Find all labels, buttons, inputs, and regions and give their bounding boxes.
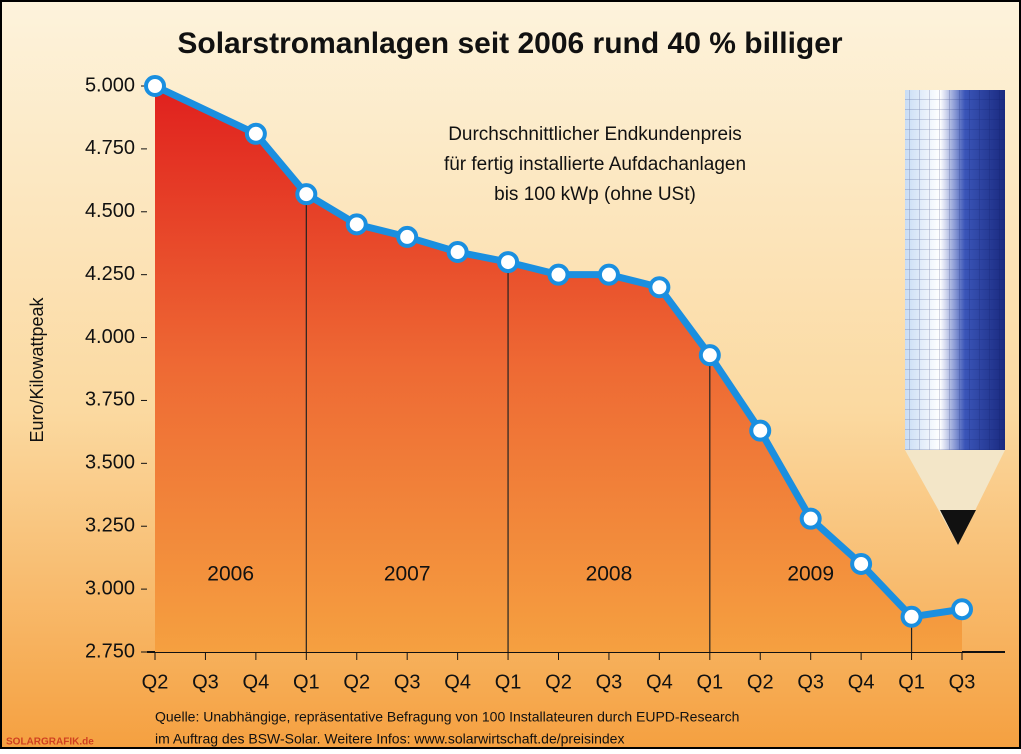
x-tick-label: Q2 — [343, 671, 370, 693]
point — [951, 598, 973, 621]
source: Quelle: Unabhängige, repräsentative Befr… — [155, 709, 739, 725]
y-axis-label: Euro/Kilowattpeak — [27, 296, 47, 442]
point — [295, 183, 318, 206]
point — [749, 419, 772, 442]
x-tick-label: Q3 — [192, 671, 219, 693]
x-tick-label: Q1 — [495, 671, 522, 693]
x-tick-label: Q2 — [142, 671, 169, 693]
credit: SOLARGRAFIK.de — [6, 737, 94, 748]
point — [900, 605, 923, 628]
y-tick-label: 3.750 — [85, 389, 135, 411]
x-tick-label: Q1 — [696, 671, 723, 693]
x-tick-label: Q3 — [596, 671, 623, 693]
x-tick-label: Q3 — [797, 671, 824, 693]
point — [648, 276, 671, 299]
y-tick-label: 3.000 — [85, 577, 135, 599]
line — [153, 82, 963, 621]
x-tick-label: Q2 — [545, 671, 572, 693]
x-tick-label: Q4 — [646, 671, 673, 693]
y-tick-label: 3.500 — [85, 452, 135, 474]
point — [144, 75, 166, 97]
y-tick-label: 4.750 — [85, 137, 135, 159]
year-label: 2006 — [207, 563, 254, 586]
point — [244, 122, 267, 145]
year-label: 2008 — [586, 563, 633, 586]
point — [345, 213, 368, 236]
y-tick-label: 2.750 — [85, 640, 135, 662]
y-tick-label: 4.000 — [85, 326, 135, 348]
x-tick-label: Q3 — [949, 671, 976, 693]
x-tick-label: Q4 — [243, 671, 270, 693]
annotation: Durchschnittlicher Endkundenpreis — [448, 124, 742, 145]
year-label: 2009 — [787, 563, 834, 586]
chart-title: Solarstromanlagen seit 2006 rund 40 % bi… — [177, 27, 843, 60]
point — [547, 263, 570, 286]
point — [396, 225, 419, 248]
x-tick-label: Q1 — [898, 671, 925, 693]
point — [799, 507, 822, 530]
x-tick-label: Q3 — [394, 671, 421, 693]
annotation: bis 100 kWp (ohne USt) — [494, 184, 696, 205]
y-tick-label: 4.250 — [85, 263, 135, 285]
x-tick-label: Q4 — [848, 671, 875, 693]
point — [698, 344, 721, 367]
y-tick-label: 5.000 — [85, 74, 135, 96]
x-tick-label: Q4 — [444, 671, 471, 693]
source: im Auftrag des BSW-Solar. Weitere Infos:… — [155, 731, 624, 747]
y-tick-label: 3.250 — [85, 515, 135, 537]
point — [446, 241, 469, 264]
year-label: 2007 — [384, 563, 431, 586]
y-tick-label: 4.500 — [85, 200, 135, 222]
annotation: für fertig installierte Aufdachanlagen — [444, 154, 746, 175]
x-tick-label: Q2 — [747, 671, 774, 693]
point — [497, 251, 520, 274]
point — [850, 552, 873, 575]
point — [597, 263, 620, 286]
pencil — [905, 90, 1005, 545]
x-tick-label: Q1 — [293, 671, 320, 693]
